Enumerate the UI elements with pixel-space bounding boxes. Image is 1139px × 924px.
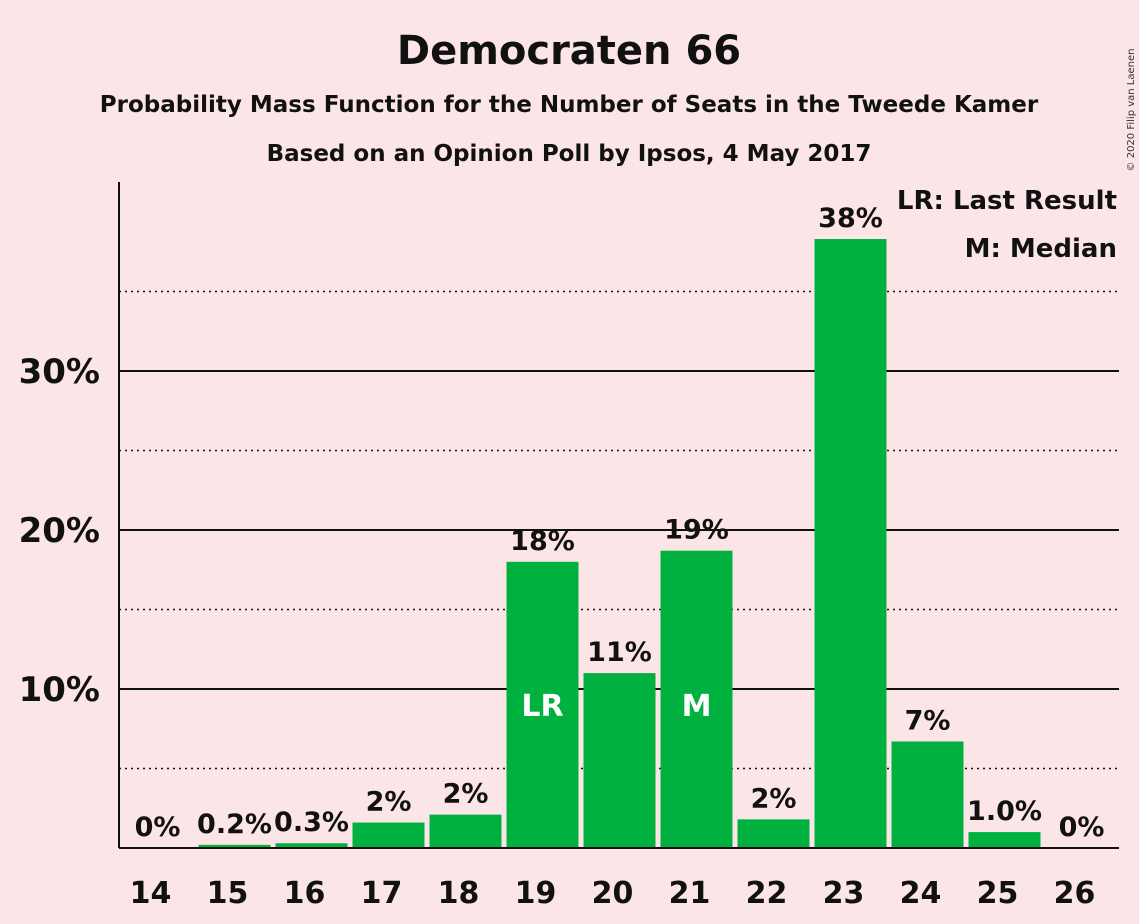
x-tick-label: 20 <box>592 876 634 911</box>
bar <box>737 819 810 848</box>
x-tick-label: 14 <box>130 876 172 911</box>
data-label: 38% <box>818 203 883 234</box>
bar <box>968 832 1041 848</box>
data-label: 0.2% <box>197 809 272 840</box>
bars <box>198 239 1041 848</box>
data-label: 1.0% <box>967 796 1042 827</box>
bar <box>891 741 964 848</box>
x-tick-label: 18 <box>438 876 480 911</box>
bar <box>660 550 733 848</box>
x-tick-label: 24 <box>900 876 942 911</box>
x-tick-label: 22 <box>746 876 788 911</box>
legend-entry: LR: Last Result <box>897 186 1117 216</box>
bar-marker-label: LR <box>521 689 563 724</box>
chart-subtitle-source: Based on an Opinion Poll by Ipsos, 4 May… <box>267 141 872 167</box>
data-label: 2% <box>443 779 489 810</box>
x-tick-label: 26 <box>1054 876 1096 911</box>
chart-subtitle: Probability Mass Function for the Number… <box>100 92 1039 118</box>
x-tick-label: 21 <box>669 876 711 911</box>
bar <box>583 673 656 848</box>
gridlines: 10% 20% 30% <box>19 290 1119 770</box>
bar <box>814 239 887 848</box>
data-label: 19% <box>664 515 729 546</box>
x-tick-label: 17 <box>361 876 403 911</box>
data-label: 18% <box>510 526 575 557</box>
legend-entry: M: Median <box>965 234 1117 264</box>
bar <box>506 561 579 848</box>
data-label: 2% <box>751 783 797 814</box>
x-tick-label: 19 <box>515 876 557 911</box>
bar <box>352 822 425 848</box>
chart-title: Democraten 66 <box>397 28 741 74</box>
data-label: 7% <box>905 705 951 736</box>
y-tick-label: 20% <box>19 511 100 551</box>
data-label: 0.3% <box>274 807 349 838</box>
data-label: 0% <box>1059 812 1105 843</box>
copyright-text: © 2020 Filip van Laenen <box>1126 49 1137 172</box>
data-label: 2% <box>366 787 412 818</box>
bar-marker-label: M <box>682 689 712 724</box>
x-tick-label: 25 <box>977 876 1019 911</box>
bar <box>429 814 502 848</box>
data-label: 11% <box>587 637 652 668</box>
y-tick-label: 10% <box>19 670 100 710</box>
axes <box>118 182 1119 849</box>
bar <box>275 843 348 848</box>
bar <box>198 844 271 848</box>
legend: LR: Last Result M: Median <box>897 186 1117 264</box>
data-label: 0% <box>135 812 181 843</box>
data-labels: 0% 14 0.2% 15 0.3% 16 2% 17 2% 18 18% LR 19 11% 20 19% M… <box>130 203 1105 911</box>
x-tick-label: 16 <box>284 876 326 911</box>
x-tick-label: 23 <box>823 876 865 911</box>
y-tick-label: 30% <box>19 352 100 392</box>
x-tick-label: 15 <box>207 876 249 911</box>
